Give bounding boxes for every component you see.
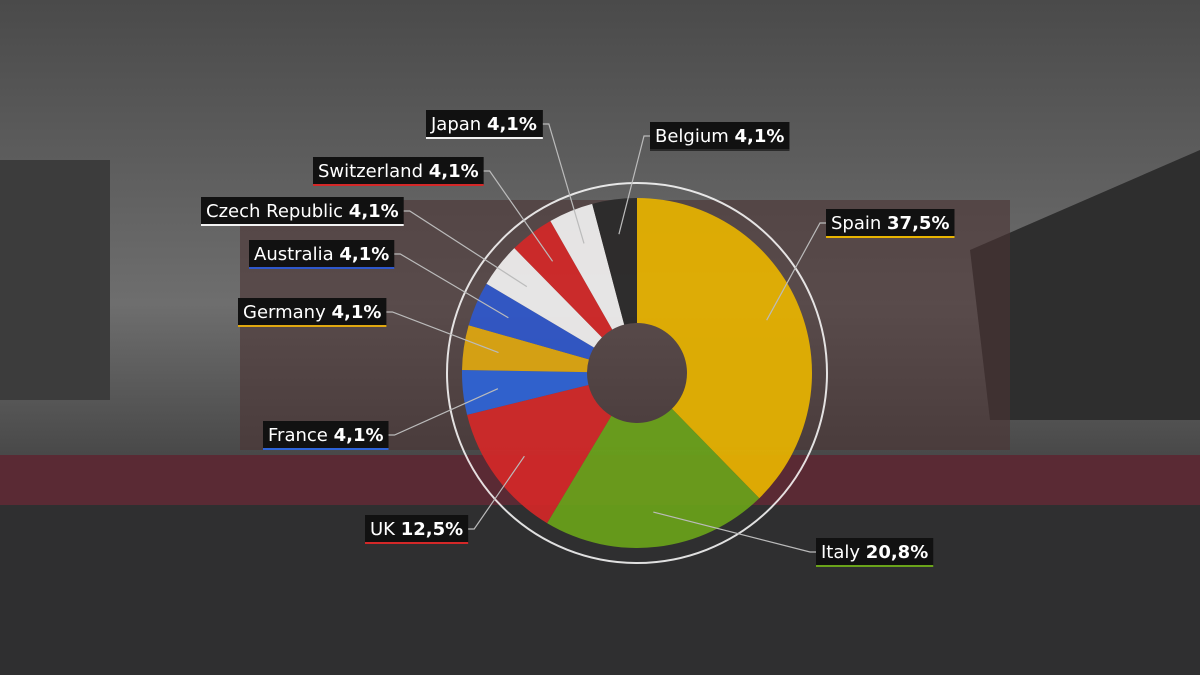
label-box	[365, 515, 469, 543]
label-text: UK 12,5%	[370, 519, 463, 540]
leader-line	[403, 210, 528, 288]
leader-line	[618, 135, 650, 235]
leader-line	[386, 311, 499, 354]
label-value: 4,1%	[487, 114, 537, 135]
donut-slice	[550, 203, 625, 330]
label-box	[201, 197, 404, 225]
slice-label: Czech Republic 4,1%	[201, 197, 404, 226]
label-text: Switzerland 4,1%	[318, 161, 479, 182]
label-value: 4,1%	[334, 425, 384, 446]
donut-ring	[446, 182, 828, 564]
grandstand-right	[970, 150, 1200, 420]
label-name: Czech Republic	[206, 201, 343, 222]
label-box	[249, 240, 395, 268]
slice-label: UK 12,5%	[365, 515, 469, 544]
slice-label: Germany 4,1%	[238, 298, 387, 327]
label-text: Australia 4,1%	[254, 244, 389, 265]
slice-label: Spain 37,5%	[826, 209, 955, 238]
label-name: UK	[370, 519, 396, 540]
slice-label: Belgium 4,1%	[650, 122, 790, 151]
leader-line	[388, 388, 499, 436]
grandstand-left	[0, 160, 110, 400]
label-box	[816, 538, 934, 566]
donut-slice	[467, 384, 612, 524]
donut-slice	[462, 369, 589, 415]
leader-line	[483, 170, 554, 262]
leader-line	[468, 455, 525, 530]
label-name: Spain	[831, 213, 881, 234]
donut-slice	[514, 220, 613, 338]
label-text: France 4,1%	[268, 425, 384, 446]
label-value: 4,1%	[331, 302, 381, 323]
label-underline	[426, 137, 543, 139]
label-value: 4,1%	[339, 244, 389, 265]
label-name: Japan	[430, 114, 481, 135]
label-text: Italy 20,8%	[821, 542, 928, 563]
label-text: Spain 37,5%	[831, 213, 949, 234]
label-value: 4,1%	[429, 161, 479, 182]
leader-line	[394, 253, 509, 319]
label-value: 20,8%	[866, 542, 928, 563]
label-underline	[238, 325, 387, 327]
slice-label: Japan 4,1%	[426, 110, 543, 139]
donut-slice	[637, 198, 812, 499]
label-box	[826, 209, 955, 237]
donut-slice	[462, 325, 589, 373]
donut-slice	[468, 283, 594, 360]
label-value: 37,5%	[887, 213, 949, 234]
label-value: 4,1%	[349, 201, 399, 222]
label-value: 12,5%	[401, 519, 463, 540]
label-text: Belgium 4,1%	[655, 126, 784, 147]
label-box	[238, 298, 387, 326]
label-underline	[826, 236, 955, 238]
label-underline	[313, 184, 484, 186]
label-box	[313, 157, 484, 185]
label-name: Belgium	[655, 126, 729, 147]
label-name: France	[268, 425, 328, 446]
slice-label: Italy 20,8%	[816, 538, 934, 567]
label-underline	[650, 149, 790, 151]
label-text: Germany 4,1%	[243, 302, 381, 323]
slice-label: France 4,1%	[263, 421, 389, 450]
label-box	[426, 110, 543, 138]
label-name: Italy	[821, 542, 860, 563]
leader-line	[766, 222, 826, 321]
leader-line	[542, 123, 585, 244]
label-value: 4,1%	[735, 126, 785, 147]
label-text: Japan 4,1%	[430, 114, 537, 135]
label-name: Germany	[243, 302, 326, 323]
label-underline	[201, 224, 404, 226]
donut-slice	[486, 248, 602, 348]
donut-slice	[592, 198, 637, 325]
label-underline	[263, 448, 389, 450]
label-underline	[249, 267, 395, 269]
slice-label: Switzerland 4,1%	[313, 157, 484, 186]
donut-slice	[547, 408, 760, 548]
leader-line	[653, 511, 816, 553]
label-underline	[816, 565, 934, 567]
label-text: Czech Republic 4,1%	[206, 201, 399, 222]
label-box	[263, 421, 389, 449]
label-name: Switzerland	[318, 161, 423, 182]
label-box	[650, 122, 790, 150]
label-name: Australia	[254, 244, 334, 265]
label-underline	[365, 542, 469, 544]
slice-label: Australia 4,1%	[249, 240, 395, 269]
